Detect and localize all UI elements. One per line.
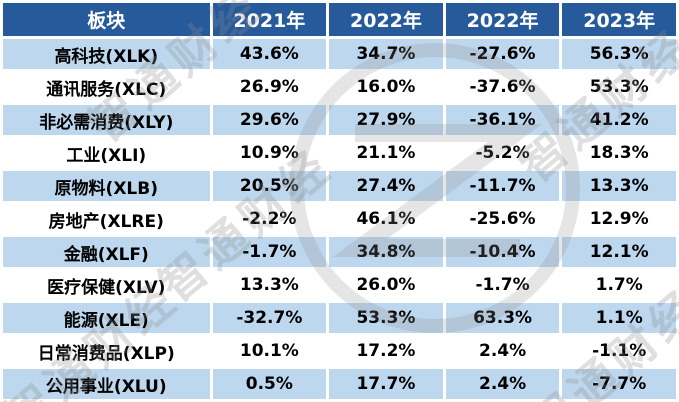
return-value-cell: -10.4% [442,234,563,270]
sector-name-cell: 高科技(XLK) [0,36,213,72]
return-value-cell: -36.1% [442,102,563,138]
return-value-cell: -1.1% [559,333,679,369]
return-value-cell: 43.6% [209,36,330,72]
return-value-cell: 21.1% [326,135,446,171]
return-value-cell: -5.2% [442,135,563,171]
table-row: 金融(XLF) -1.7% 34.8% -10.4% 12.1% [0,234,679,270]
sector-name-cell: 公用事业(XLU) [0,366,213,402]
return-value-cell: 17.7% [326,366,446,402]
return-value-cell: 53.3% [559,69,679,105]
column-header-year: 2022年 [442,0,563,39]
return-value-cell: 12.1% [559,234,679,270]
table-row: 公用事业(XLU) 0.5% 17.7% 2.4% -7.7% [0,366,679,402]
return-value-cell: -2.2% [209,201,330,237]
return-value-cell: -32.7% [209,300,330,336]
return-value-cell: 2.4% [442,333,563,369]
sector-name-cell: 房地产(XLRE) [0,201,213,237]
sector-name-cell: 通讯服务(XLC) [0,69,213,105]
table-row: 工业(XLI) 10.9% 21.1% -5.2% 18.3% [0,135,679,171]
return-value-cell: 2.4% [442,366,563,402]
return-value-cell: 26.0% [326,267,446,303]
return-value-cell: 0.5% [209,366,330,402]
return-value-cell: 16.0% [326,69,446,105]
sector-name-cell: 能源(XLE) [0,300,213,336]
sector-name-cell: 工业(XLI) [0,135,213,171]
return-value-cell: 1.7% [559,267,679,303]
return-value-cell: -1.7% [209,234,330,270]
return-value-cell: -7.7% [559,366,679,402]
table-body: 高科技(XLK) 43.6% 34.7% -27.6% 56.3% 通讯服务(XLC) 26… [0,36,679,402]
table-row: 能源(XLE) -32.7% 53.3% 63.3% 1.1% [0,300,679,336]
return-value-cell: -37.6% [442,69,563,105]
return-value-cell: 29.6% [209,102,330,138]
return-value-cell: 56.3% [559,36,679,72]
table-row: 高科技(XLK) 43.6% 34.7% -27.6% 56.3% [0,36,679,72]
column-header-year: 2021年 [209,0,330,39]
return-value-cell: -27.6% [442,36,563,72]
sector-name-cell: 日常消费品(XLP) [0,333,213,369]
return-value-cell: 20.5% [209,168,330,204]
return-value-cell: 13.3% [209,267,330,303]
return-value-cell: 18.3% [559,135,679,171]
sector-name-cell: 医疗保健(XLV) [0,267,213,303]
table-row: 房地产(XLRE) -2.2% 46.1% -25.6% 12.9% [0,201,679,237]
return-value-cell: 27.9% [326,102,446,138]
return-value-cell: 53.3% [326,300,446,336]
return-value-cell: 34.7% [326,36,446,72]
table-row: 非必需消费(XLY) 29.6% 27.9% -36.1% 41.2% [0,102,679,138]
table-row: 医疗保健(XLV) 13.3% 26.0% -1.7% 1.7% [0,267,679,303]
return-value-cell: 13.3% [559,168,679,204]
sector-name-cell: 金融(XLF) [0,234,213,270]
return-value-cell: 17.2% [326,333,446,369]
table-row: 通讯服务(XLC) 26.9% 16.0% -37.6% 53.3% [0,69,679,105]
sector-name-cell: 非必需消费(XLY) [0,102,213,138]
return-value-cell: 10.1% [209,333,330,369]
sector-name-cell: 原物料(XLB) [0,168,213,204]
return-value-cell: 63.3% [442,300,563,336]
column-header-year: 2023年 [559,0,679,39]
table-header-row: 板块 2021年 2022年 2022年 2023年 [0,0,679,39]
table-row: 日常消费品(XLP) 10.1% 17.2% 2.4% -1.1% [0,333,679,369]
return-value-cell: -1.7% [442,267,563,303]
column-header-sector: 板块 [0,0,213,39]
return-value-cell: 27.4% [326,168,446,204]
return-value-cell: 34.8% [326,234,446,270]
return-value-cell: -11.7% [442,168,563,204]
return-value-cell: 12.9% [559,201,679,237]
return-value-cell: -25.6% [442,201,563,237]
return-value-cell: 26.9% [209,69,330,105]
return-value-cell: 46.1% [326,201,446,237]
return-value-cell: 1.1% [559,300,679,336]
return-value-cell: 10.9% [209,135,330,171]
return-value-cell: 41.2% [559,102,679,138]
column-header-year: 2022年 [326,0,446,39]
table-row: 原物料(XLB) 20.5% 27.4% -11.7% 13.3% [0,168,679,204]
